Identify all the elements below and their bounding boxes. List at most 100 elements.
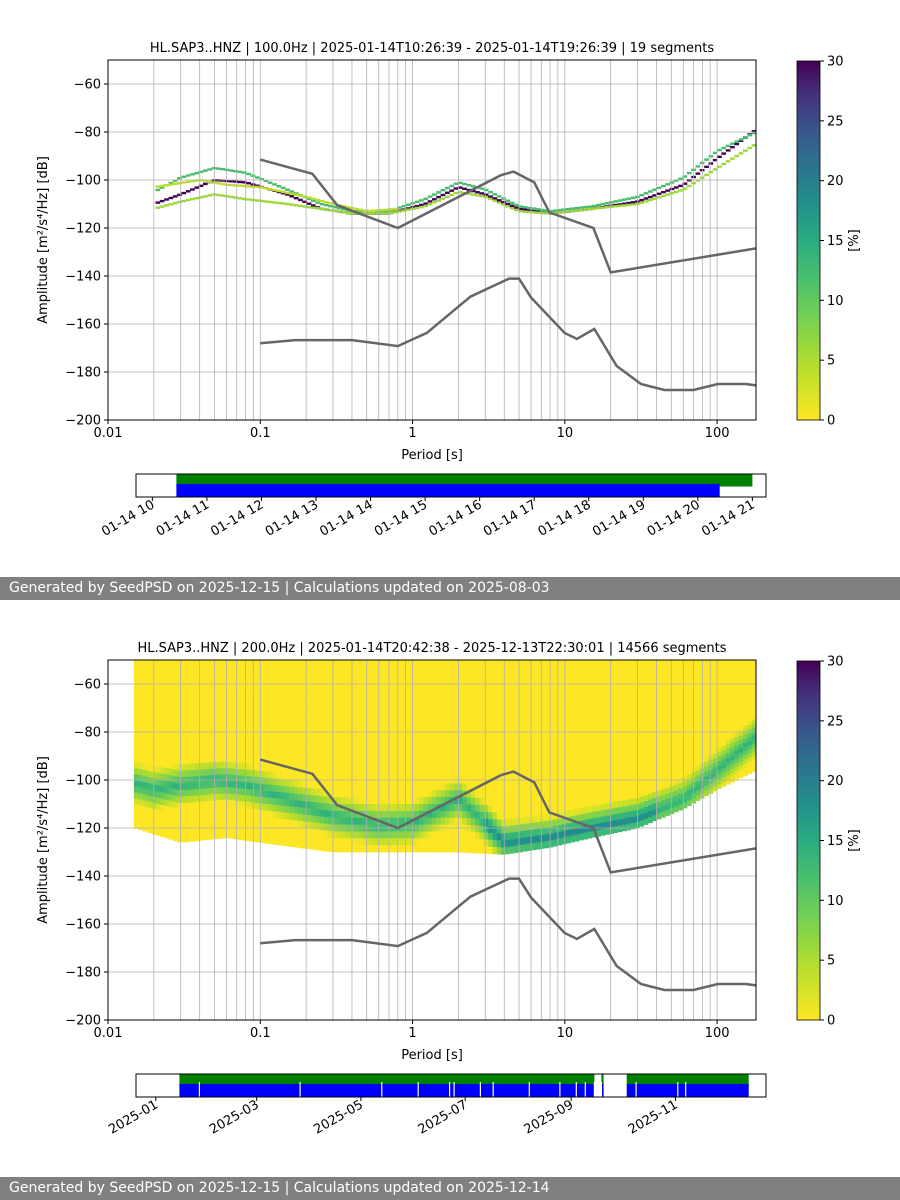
psd-density-cell — [531, 761, 537, 769]
psd-density-cell — [557, 732, 562, 740]
psd-density-cell — [337, 831, 342, 839]
psd-density-cell — [522, 741, 528, 750]
psd-density-cell — [194, 769, 200, 777]
psd-density-cell — [738, 697, 744, 703]
psd-curve-3-cell — [302, 195, 308, 198]
psd-density-cell — [185, 796, 191, 804]
psd-density-cell — [159, 723, 165, 730]
psd-density-cell — [246, 827, 251, 835]
psd-density-cell — [725, 682, 731, 687]
psd-density-cell — [501, 798, 506, 807]
psd-density-cell — [578, 801, 584, 809]
psd-curve-2-cell — [306, 205, 312, 209]
psd-density-cell — [682, 771, 688, 777]
psd-density-cell — [337, 797, 342, 805]
psd-density-cell — [246, 782, 251, 790]
psd-curve-1-cell — [704, 158, 709, 161]
psd-density-cell — [466, 742, 472, 750]
psd-density-cell — [557, 679, 562, 687]
psd-density-cell — [725, 713, 731, 719]
psd-density-cell — [695, 770, 701, 776]
psd-density-cell — [695, 680, 701, 686]
psd-density-cell — [712, 678, 718, 684]
psd-density-cell — [337, 762, 342, 771]
psd-density-cell — [708, 674, 714, 680]
psd-density-cell — [522, 701, 528, 709]
psd-density-cell — [393, 749, 398, 757]
psd-density-cell — [371, 831, 377, 839]
availability-gap — [677, 1082, 679, 1097]
psd-density-cell — [565, 725, 571, 733]
psd-density-cell — [570, 783, 575, 791]
psd-density-cell — [492, 666, 498, 675]
psd-density-cell — [544, 787, 549, 795]
psd-density-cell — [509, 763, 515, 771]
psd-density-cell — [652, 734, 657, 741]
psd-density-cell — [133, 810, 139, 817]
psd-density-cell — [324, 782, 329, 791]
psd-density-cell — [531, 754, 537, 763]
psd-density-cell — [600, 691, 606, 698]
psd-density-cell — [457, 721, 463, 729]
psd-density-cell — [678, 777, 683, 784]
psd-density-cell — [686, 758, 692, 765]
psd-density-cell — [289, 779, 295, 787]
psd-density-cell — [427, 708, 433, 716]
psd-density-cell — [669, 753, 675, 760]
psd-density-cell — [509, 832, 515, 840]
psd-curve-1-cell — [267, 181, 273, 184]
psd-density-cell — [522, 762, 528, 770]
psd-density-cell — [190, 802, 195, 810]
psd-density-cell — [695, 690, 701, 696]
psd-density-cell — [380, 810, 385, 819]
psd-density-cell — [393, 769, 398, 777]
psd-density-cell — [155, 766, 161, 774]
psd-density-cell — [354, 749, 359, 757]
psd-density-cell — [380, 673, 385, 681]
psd-density-cell — [155, 785, 161, 792]
psd-density-cell — [738, 769, 744, 774]
psd-density-cell — [466, 673, 472, 682]
psd-density-cell — [159, 811, 165, 818]
psd-density-cell — [540, 720, 545, 728]
psd-density-cell — [583, 698, 588, 706]
psd-density-cell — [445, 694, 450, 702]
psd-density-cell — [194, 672, 200, 680]
psd-density-cell — [613, 740, 619, 747]
psd-density-cell — [501, 750, 506, 758]
psd-density-cell — [181, 673, 187, 680]
psd-density-cell — [276, 739, 282, 747]
psd-density-cell — [311, 673, 316, 681]
psd-density-cell — [427, 756, 433, 764]
psd-density-cell — [501, 833, 506, 841]
psd-density-cell — [475, 742, 480, 750]
psd-density-cell — [328, 790, 333, 798]
psd-density-cell — [341, 714, 346, 723]
psd-density-cell — [708, 717, 714, 723]
psd-density-cell — [587, 698, 593, 705]
psd-density-cell — [436, 742, 441, 750]
psd-density-cell — [384, 721, 390, 729]
psd-density-cell — [259, 790, 264, 798]
psd-density-cell — [652, 780, 657, 787]
psd-density-cell — [315, 809, 321, 817]
psd-density-cell — [388, 721, 394, 729]
psd-density-cell — [133, 762, 139, 769]
psd-density-cell — [233, 660, 238, 667]
psd-density-cell — [518, 687, 524, 695]
psd-density-cell — [423, 714, 429, 723]
x-axis-label: Period [s] — [401, 1048, 463, 1063]
psd-density-cell — [289, 819, 295, 827]
psd-curve-0-cell — [432, 198, 437, 201]
psd-density-cell — [358, 845, 364, 853]
psd-density-cell — [492, 708, 498, 716]
psd-density-cell — [384, 817, 390, 825]
psd-density-cell — [203, 762, 208, 770]
psd-density-cell — [302, 794, 308, 802]
psd-density-cell — [375, 660, 381, 668]
psd-density-cell — [216, 717, 221, 725]
psd-density-cell — [470, 818, 476, 826]
psd-density-cell — [298, 673, 303, 681]
psd-density-cell — [194, 743, 200, 751]
psd-density-cell — [717, 738, 722, 743]
